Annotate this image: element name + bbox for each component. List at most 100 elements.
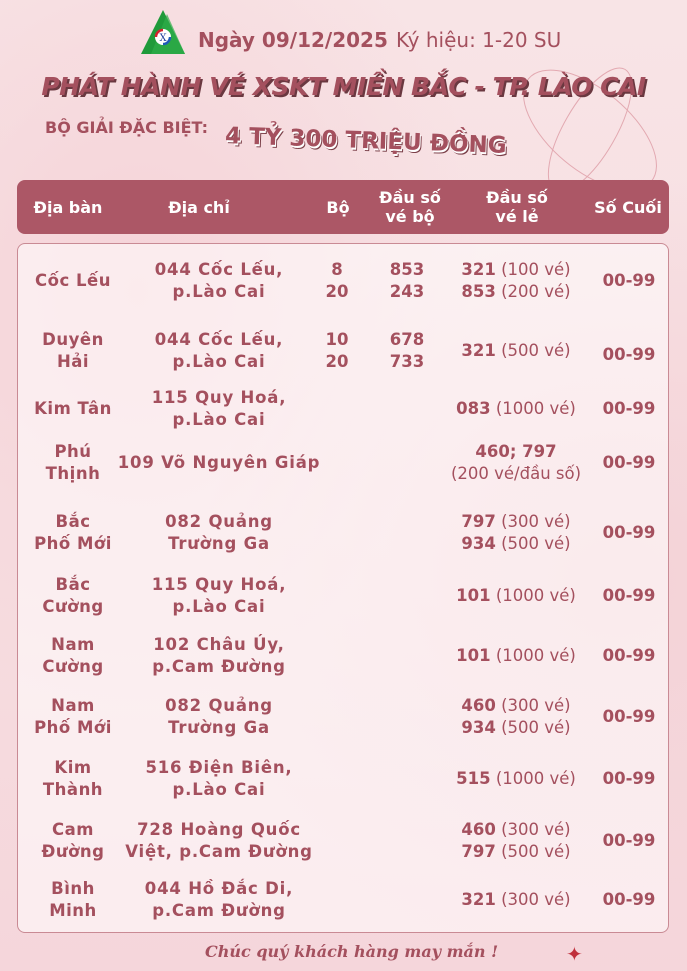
column-label: Đầu số vé lẻ <box>486 188 548 226</box>
single-prefix-line: 321 (500 vé) <box>461 340 570 362</box>
cell-last-digits: 00-99 <box>602 831 656 850</box>
cell-set-prefix: 853 243 <box>389 260 425 301</box>
cell-single-prefix: 515 (1000 vé) <box>456 768 576 790</box>
single-prefix-line: 101 (1000 vé) <box>456 585 576 607</box>
single-prefix-line: (200 vé/đầu số) <box>451 463 581 485</box>
cell-area: Kim Tân <box>34 399 112 418</box>
prefix-number: 321 <box>461 341 496 360</box>
cell-last-digits: 00-99 <box>602 399 656 418</box>
cell-area: Nam Phố Mới <box>34 696 112 737</box>
prefix-number: 515 <box>456 769 491 788</box>
ticket-quantity: (500 vé) <box>495 718 571 737</box>
cell-address: 102 Châu Úy, p.Cam Đường <box>152 635 286 676</box>
column-area: Địa bàn <box>34 180 103 234</box>
prefix-number: 460 <box>461 820 496 839</box>
prefix-number: 321 <box>461 890 496 909</box>
cell-single-prefix: 797 (300 vé) 934 (500 vé) <box>461 511 570 555</box>
ticket-quantity: (300 vé) <box>495 512 571 531</box>
single-prefix-line: 515 (1000 vé) <box>456 768 576 790</box>
column-bo: Bộ <box>326 180 349 234</box>
sparkle-star-icon: ✦ <box>566 942 583 966</box>
ticket-quantity: (500 vé) <box>495 534 571 553</box>
single-prefix-line: 101 (1000 vé) <box>456 645 576 667</box>
svg-text:X: X <box>159 33 167 44</box>
cell-address: 109 Võ Nguyên Giáp <box>117 453 321 472</box>
ticket-quantity: (1000 vé) <box>490 586 576 605</box>
cell-address: 728 Hoàng Quốc Việt, p.Cam Đường <box>125 820 313 861</box>
cell-area: Cam Đường <box>41 820 105 861</box>
cell-address: 044 Cốc Lếu, p.Lào Cai <box>154 260 284 301</box>
prize-label: BỘ GIẢI ĐẶC BIỆT: <box>45 118 208 137</box>
cell-area: Bắc Cường <box>42 575 104 616</box>
prefix-number: 797 <box>461 842 496 861</box>
ticket-quantity: (200 vé/đầu số) <box>450 464 582 483</box>
cell-area: Bình Minh <box>49 879 97 920</box>
cell-address: 082 Quảng Trường Ga <box>165 512 273 553</box>
ticket-quantity: (300 vé) <box>495 890 571 909</box>
footer-message: Chúc quý khách hàng may mắn ! <box>205 942 499 961</box>
cell-area: Bắc Phố Mới <box>34 512 112 553</box>
single-prefix-line: 797 (500 vé) <box>461 841 570 863</box>
cell-address: 082 Quảng Trường Ga <box>165 696 273 737</box>
cell-address: 044 Cốc Lếu, p.Lào Cai <box>154 330 284 371</box>
column-label: Bộ <box>326 197 350 217</box>
cell-single-prefix: 101 (1000 vé) <box>456 585 576 607</box>
cell-single-prefix: 101 (1000 vé) <box>456 645 576 667</box>
cell-last-digits: 00-99 <box>602 769 656 788</box>
single-prefix-line: 321 (300 vé) <box>461 889 570 911</box>
ticket-quantity: (1000 vé) <box>490 769 576 788</box>
cell-address: 115 Quy Hoá, p.Lào Cai <box>151 575 287 616</box>
ticket-quantity: (500 vé) <box>495 842 571 861</box>
prefix-number: 934 <box>461 718 496 737</box>
cell-last-digits: 00-99 <box>602 890 656 909</box>
column-label: Địa bàn <box>33 197 103 217</box>
column-label: Số Cuối <box>594 197 662 217</box>
prefix-number: 934 <box>461 534 496 553</box>
cell-single-prefix: 321 (100 vé) 853 (200 vé) <box>461 259 570 303</box>
table-body: Cốc Lếu 044 Cốc Lếu, p.Lào Cai 8 20 853 243… <box>17 243 669 933</box>
cell-last-digits: 00-99 <box>602 453 656 472</box>
cell-area: Kim Thành <box>42 758 104 799</box>
cell-single-prefix: 460 (300 vé) 797 (500 vé) <box>461 819 570 863</box>
cell-address: 115 Quy Hoá, p.Lào Cai <box>151 388 287 429</box>
cell-last-digits: 00-99 <box>602 707 656 726</box>
ticket-quantity: (300 vé) <box>495 696 571 715</box>
ticket-quantity: (200 vé) <box>495 282 571 301</box>
cell-single-prefix: 083 (1000 vé) <box>456 398 576 420</box>
single-prefix-line: 460; 797 <box>451 441 581 463</box>
prefix-number: 321 <box>461 260 496 279</box>
prefix-number: 797 <box>461 512 496 531</box>
cell-single-prefix: 321 (500 vé) <box>461 340 570 362</box>
column-last-digits: Số Cuối <box>594 180 662 234</box>
prefix-number: 101 <box>456 586 491 605</box>
ticket-symbol: Ký hiệu: 1-20 SU <box>396 28 562 52</box>
table-header: Địa bàn Địa chỉ Bộ Đầu số vé bộ Đầu số v… <box>17 180 669 234</box>
column-address: Địa chỉ <box>168 180 230 234</box>
single-prefix-line: 797 (300 vé) <box>461 511 570 533</box>
single-prefix-line: 934 (500 vé) <box>461 533 570 555</box>
cell-last-digits: 00-99 <box>602 345 656 364</box>
issue-date: Ngày 09/12/2025 <box>198 28 388 52</box>
cell-bo: 10 20 <box>325 330 349 371</box>
cell-area: Phú Thịnh <box>45 442 101 483</box>
cell-address: 044 Hồ Đắc Di, p.Cam Đường <box>144 879 294 920</box>
single-prefix-line: 934 (500 vé) <box>461 717 570 739</box>
cell-area: Duyên Hải <box>42 330 104 371</box>
column-set-prefix: Đầu số vé bộ <box>379 180 441 234</box>
ticket-quantity: (300 vé) <box>495 820 571 839</box>
prefix-number: 101 <box>456 646 491 665</box>
cell-single-prefix: 460; 797 (200 vé/đầu số) <box>451 441 581 485</box>
single-prefix-line: 853 (200 vé) <box>461 281 570 303</box>
single-prefix-line: 321 (100 vé) <box>461 259 570 281</box>
cell-bo: 8 20 <box>325 260 349 301</box>
cell-single-prefix: 460 (300 vé) 934 (500 vé) <box>461 695 570 739</box>
single-prefix-line: 083 (1000 vé) <box>456 398 576 420</box>
lottery-logo-icon: X <box>141 10 185 54</box>
cell-last-digits: 00-99 <box>602 646 656 665</box>
prefix-number: 083 <box>456 399 491 418</box>
prize-value: 4 TỶ 300 TRIỆU ĐỒNG <box>224 123 508 159</box>
cell-last-digits: 00-99 <box>602 586 656 605</box>
cell-area: Cốc Lếu <box>35 271 111 290</box>
prefix-number: 460; 797 <box>475 442 557 461</box>
column-label: Đầu số vé bộ <box>379 188 441 226</box>
